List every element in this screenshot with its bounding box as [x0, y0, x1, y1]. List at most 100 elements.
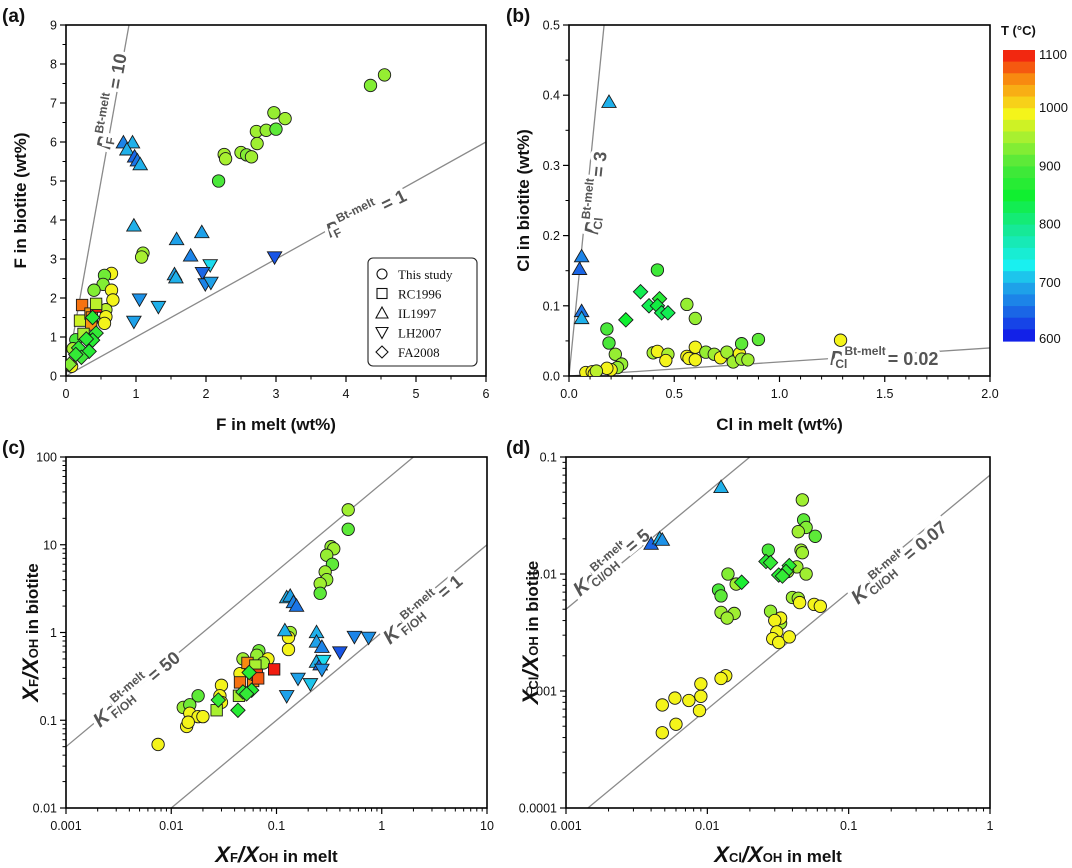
data-point-circle [799, 567, 813, 581]
data-point-circle [134, 250, 149, 264]
data-point-diamond [84, 309, 101, 326]
y-axis-title-part: in biotite [23, 563, 42, 639]
x-tick-label: 0.5 [666, 387, 683, 401]
y-tick-label: 0.1 [540, 451, 557, 465]
x-tick-label: 10 [480, 819, 494, 833]
data-point-diamond [210, 692, 227, 708]
panel-label: (b) [506, 6, 530, 27]
x-tick-label: 1.5 [876, 387, 893, 401]
y-axis-title-part: F [26, 679, 41, 687]
y-axis-title-part: OH [526, 636, 541, 656]
colorbar-tick-label: 1000 [1039, 100, 1068, 115]
legend-marker-triangle-up-icon [375, 305, 389, 319]
data-point-circle [795, 493, 809, 507]
y-tick-label: 0.2 [543, 229, 560, 243]
data-point-circle [269, 122, 283, 136]
legend-item-label: LH2007 [398, 326, 442, 341]
panel-label: (d) [506, 438, 530, 459]
y-axis-title-part: X [518, 688, 543, 706]
data-point-triangle-down [202, 259, 219, 273]
y-tick-label: 0.001 [526, 685, 557, 699]
plot-frame [65, 456, 488, 809]
x-axis-title-part: F [230, 850, 238, 865]
data-point-circle [721, 567, 735, 581]
x-axis-title-part: /X [237, 842, 260, 867]
x-tick-label: 3 [273, 387, 280, 401]
ref-label-main: D [830, 348, 844, 370]
data-point-circle [793, 595, 807, 610]
y-axis-title-part: in biotite [523, 561, 542, 637]
y-tick-label: 0.1 [40, 714, 57, 728]
x-tick-label: 0.01 [695, 819, 719, 833]
ticks: 0 1 2 3 4 5 6 0 1 2 3 4 5 6 7 8 9 [50, 19, 489, 402]
data-point-circle [795, 546, 809, 560]
data-point-triangle-down [194, 267, 211, 281]
data-point-triangle-down [331, 646, 348, 661]
data-point-triangle-up [713, 479, 730, 494]
ticks: 0.001 0.01 0.1 1 0.0001 0.001 0.01 0.1 [519, 451, 994, 834]
y-tick-label: 0.5 [543, 19, 560, 33]
data-point-circle [267, 106, 281, 120]
data-point-circle [97, 316, 112, 330]
data-points [571, 94, 848, 376]
legend-box [367, 257, 478, 367]
reference-line-label: KdBt-meltCl/OH= 5 [566, 522, 658, 605]
ref-label-value: = 1 [434, 571, 466, 603]
data-point-circle [151, 737, 165, 752]
x-axis-title: XF/XOH in melt [213, 842, 338, 867]
data-point-circle [741, 353, 755, 367]
colorbar-segment [1003, 119, 1035, 133]
colorbar-segment [1003, 84, 1035, 98]
x-tick-label: 0.001 [550, 819, 581, 833]
x-tick-label: 0.1 [840, 819, 857, 833]
data-point-circle [688, 311, 702, 326]
data-point-triangle-up [124, 134, 141, 149]
data-point-square [89, 297, 103, 310]
data-point-triangle-down [278, 690, 295, 704]
colorbar-segment [1003, 247, 1035, 261]
y-tick-label: 10 [43, 538, 57, 552]
y-tick-label: 0.0001 [519, 802, 557, 816]
colorbar-segment [1003, 306, 1035, 319]
data-point-diamond [632, 283, 649, 300]
reference-line [569, 347, 990, 376]
data-point-diamond [238, 685, 255, 702]
data-point-circle [191, 689, 205, 703]
reference-lines [569, 25, 990, 376]
colorbar-tick-label: 600 [1039, 331, 1061, 346]
data-point-diamond [67, 346, 84, 363]
data-point-triangle-up [182, 247, 199, 262]
colorbar-segment [1003, 236, 1035, 249]
data-point-circle [813, 599, 827, 613]
reference-lines [566, 457, 990, 808]
plot-frame [565, 456, 991, 809]
x-tick-label: 0 [63, 387, 70, 401]
colorbar-segment [1003, 73, 1035, 86]
x-tick-label: 2.0 [981, 387, 998, 401]
reference-line [586, 474, 990, 808]
data-point-circle [714, 671, 728, 686]
data-point-circle [791, 525, 805, 539]
data-point-square [75, 298, 89, 312]
data-point-triangle-up [654, 531, 671, 546]
y-tick-label: 3 [50, 253, 57, 267]
ref-label-sup: Bt-melt [334, 195, 377, 226]
reference-line-label: DBt-melt Cl = 0.02 [827, 341, 942, 375]
y-tick-label: 7 [50, 97, 57, 111]
data-point-triangle-down [302, 678, 319, 692]
data-point-triangle-up [276, 622, 293, 637]
y-axis-title-part: OH [26, 639, 41, 659]
data-point-triangle-down [150, 300, 167, 315]
colorbar-segment [1003, 224, 1035, 237]
y-axis-title: Cl in biotite (wt%) [514, 129, 533, 272]
data-point-circle [589, 364, 604, 376]
colorbar-segment [1003, 108, 1035, 121]
data-point-circle [720, 611, 734, 625]
colorbar-segment [1003, 201, 1035, 214]
data-point-circle [833, 333, 848, 347]
data-point-diamond [762, 554, 779, 571]
data-point-circle [363, 78, 378, 93]
reference-line-label: KdBt-meltCl/OH= 0.07 [844, 513, 955, 612]
